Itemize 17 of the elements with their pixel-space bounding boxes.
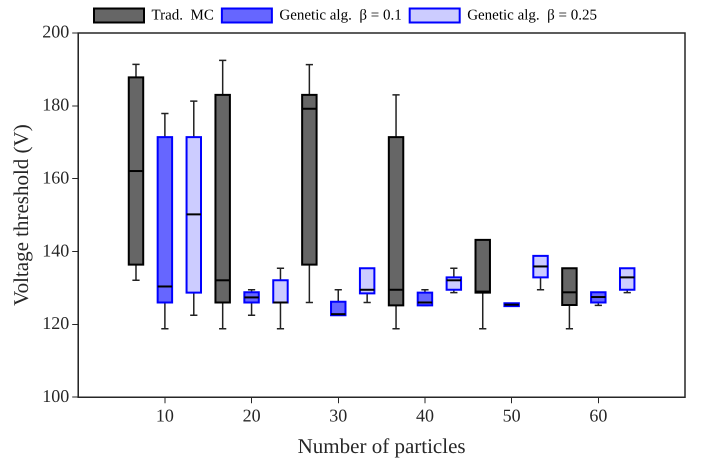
legend-label: Trad. MC bbox=[152, 7, 214, 24]
y-tick-label: 140 bbox=[42, 240, 70, 260]
x-tick-label: 40 bbox=[416, 406, 434, 426]
y-axis-title: Voltage threshold (V) bbox=[9, 124, 34, 306]
x-axis-title: Number of particles bbox=[298, 434, 466, 458]
x-tick-label: 50 bbox=[502, 406, 521, 426]
x-tick-label: 20 bbox=[242, 406, 261, 426]
legend-label: Genetic alg. β = 0.25 bbox=[467, 7, 598, 24]
y-tick-label: 200 bbox=[42, 22, 70, 42]
y-tick-label: 180 bbox=[42, 94, 70, 115]
x-tick-label: 10 bbox=[156, 406, 174, 426]
y-tick-label: 160 bbox=[42, 167, 70, 188]
legend-label: Genetic alg. β = 0.1 bbox=[279, 7, 402, 24]
y-tick-label: 120 bbox=[42, 313, 70, 334]
y-tick-label: 100 bbox=[42, 386, 70, 406]
x-tick-label: 30 bbox=[329, 406, 348, 426]
x-tick-label: 60 bbox=[589, 406, 608, 426]
